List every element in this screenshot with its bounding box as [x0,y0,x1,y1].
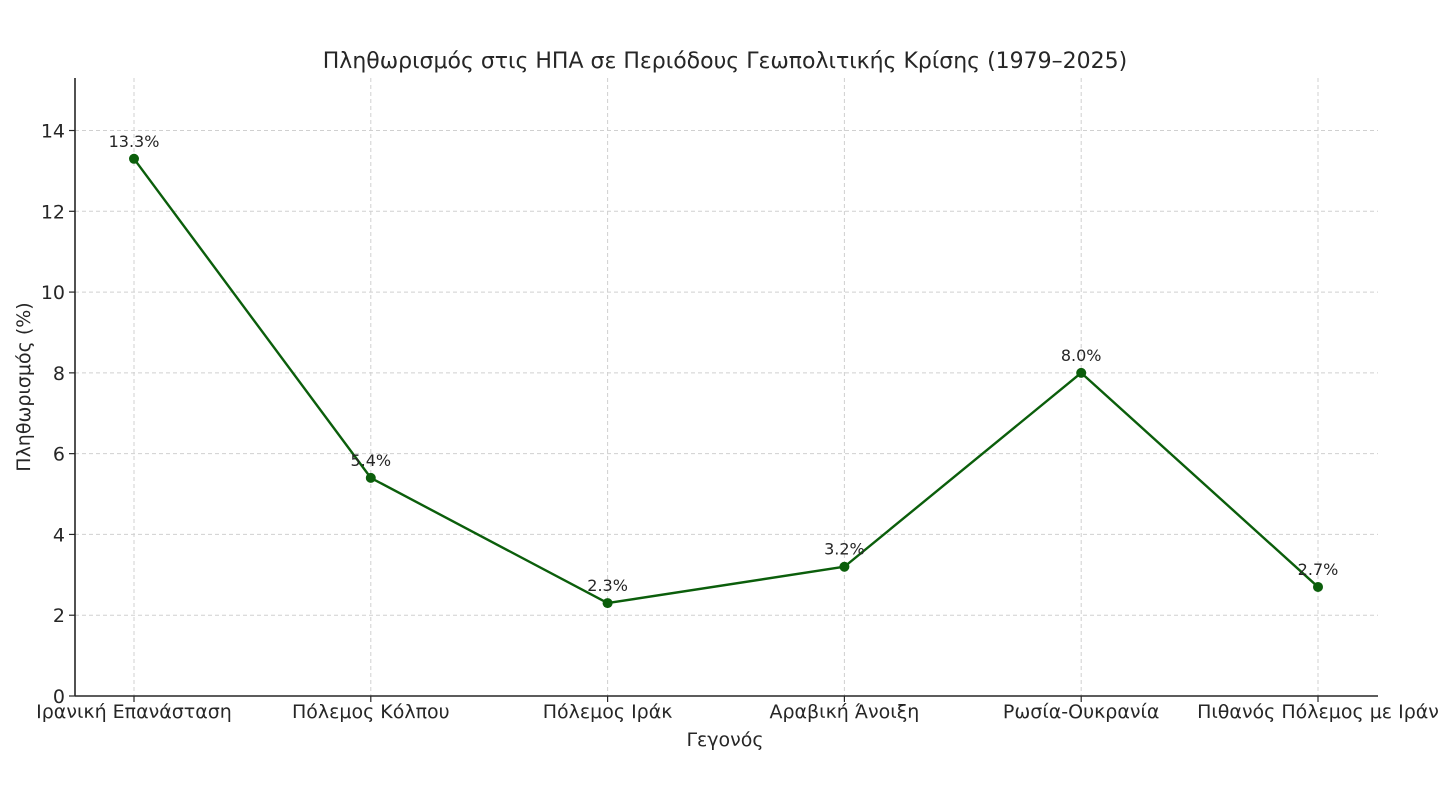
y-tick-label: 6 [53,444,65,466]
x-ticks: Ιρανική Επανάσταση Πόλεμος Κόλπου Πόλεμος … [36,696,1439,723]
x-tick-label: Ρωσία-Ουκρανία [1003,701,1160,723]
y-tick-label: 14 [41,121,65,143]
series-line [133,158,1319,605]
y-tick-label: 4 [53,524,65,546]
data-label: 13.3% [109,132,160,151]
series [129,153,1323,609]
data-point [839,561,850,572]
y-tick-label: 10 [41,282,65,304]
y-axis-label: Πληθωρισμός (%) [13,302,35,471]
data-labels: 13.3% 5.4% 2.3% 3.2% 8.0% 2.7% [109,132,1339,595]
data-point [1313,581,1323,592]
x-tick-label: Αραβική Άνοιξη [769,701,919,723]
chart-title: Πληθωρισμός στις ΗΠΑ σε Περιόδους Γεωπολ… [323,49,1127,74]
x-tick-label: Πόλεμος Ιράκ [543,701,673,723]
data-point [365,472,376,483]
y-tick-label: 8 [53,363,65,385]
data-label: 2.3% [587,576,628,595]
data-point [602,598,613,609]
data-point [129,153,139,164]
x-axis-label: Γεγονός [686,729,763,751]
x-tick-label: Ιρανική Επανάσταση [36,701,232,723]
data-label: 2.7% [1298,560,1339,579]
axes [74,78,1378,697]
data-label: 3.2% [824,540,865,559]
x-tick-label: Πιθανός Πόλεμος με Ιράν [1197,701,1439,723]
y-tick-label: 12 [41,201,65,223]
data-point [1076,367,1087,378]
y-tick-label: 2 [53,605,65,627]
x-tick-label: Πόλεμος Κόλπου [292,701,450,723]
y-tick-label: 0 [53,686,65,708]
y-ticks: 0 2 4 6 8 10 12 14 [41,121,75,708]
data-label: 8.0% [1061,346,1102,365]
grid [75,78,1378,696]
data-label: 5.4% [350,451,391,470]
